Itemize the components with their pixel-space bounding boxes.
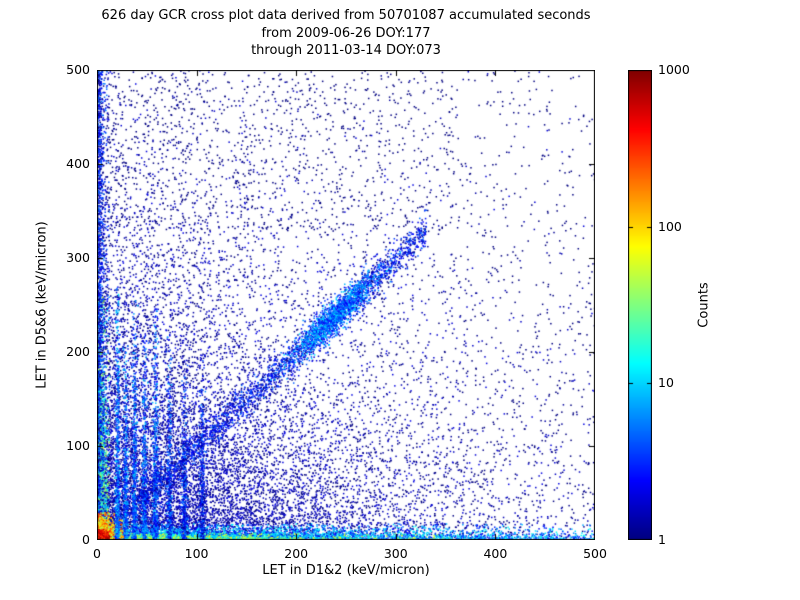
y-tick-label: 0 bbox=[82, 532, 90, 547]
y-tick-label: 400 bbox=[66, 156, 90, 171]
chart-subtitle-through: through 2011-03-14 DOY:073 bbox=[251, 43, 441, 58]
cb-tick-label: 10 bbox=[658, 375, 674, 391]
chart-subtitle-from: from 2009-06-26 DOY:177 bbox=[261, 26, 431, 41]
cb-tick-label: 1000 bbox=[658, 62, 690, 77]
cb-tick-label: 100 bbox=[658, 218, 682, 234]
y-tick-label: 200 bbox=[66, 344, 90, 359]
y-axis-label: LET in D5&6 (keV/micron) bbox=[34, 221, 50, 389]
chart-title: 626 day GCR cross plot data derived from… bbox=[101, 8, 591, 23]
x-tick-label: 400 bbox=[483, 546, 508, 561]
scatter-plot-area bbox=[97, 70, 595, 540]
x-tick-label: 100 bbox=[184, 546, 209, 561]
y-tick-label: 100 bbox=[66, 438, 90, 453]
x-tick-label: 500 bbox=[583, 546, 607, 561]
x-tick-label: 0 bbox=[93, 546, 101, 561]
x-tick-label: 300 bbox=[383, 546, 408, 561]
x-axis-label: LET in D1&2 (keV/micron) bbox=[262, 563, 430, 578]
colorbar-label: Counts bbox=[696, 282, 712, 328]
cb-tick-label: 1 bbox=[658, 532, 666, 547]
y-tick-label: 300 bbox=[66, 250, 90, 265]
colorbar bbox=[628, 70, 652, 540]
x-tick-label: 200 bbox=[284, 546, 309, 561]
y-tick-label: 500 bbox=[66, 62, 90, 77]
